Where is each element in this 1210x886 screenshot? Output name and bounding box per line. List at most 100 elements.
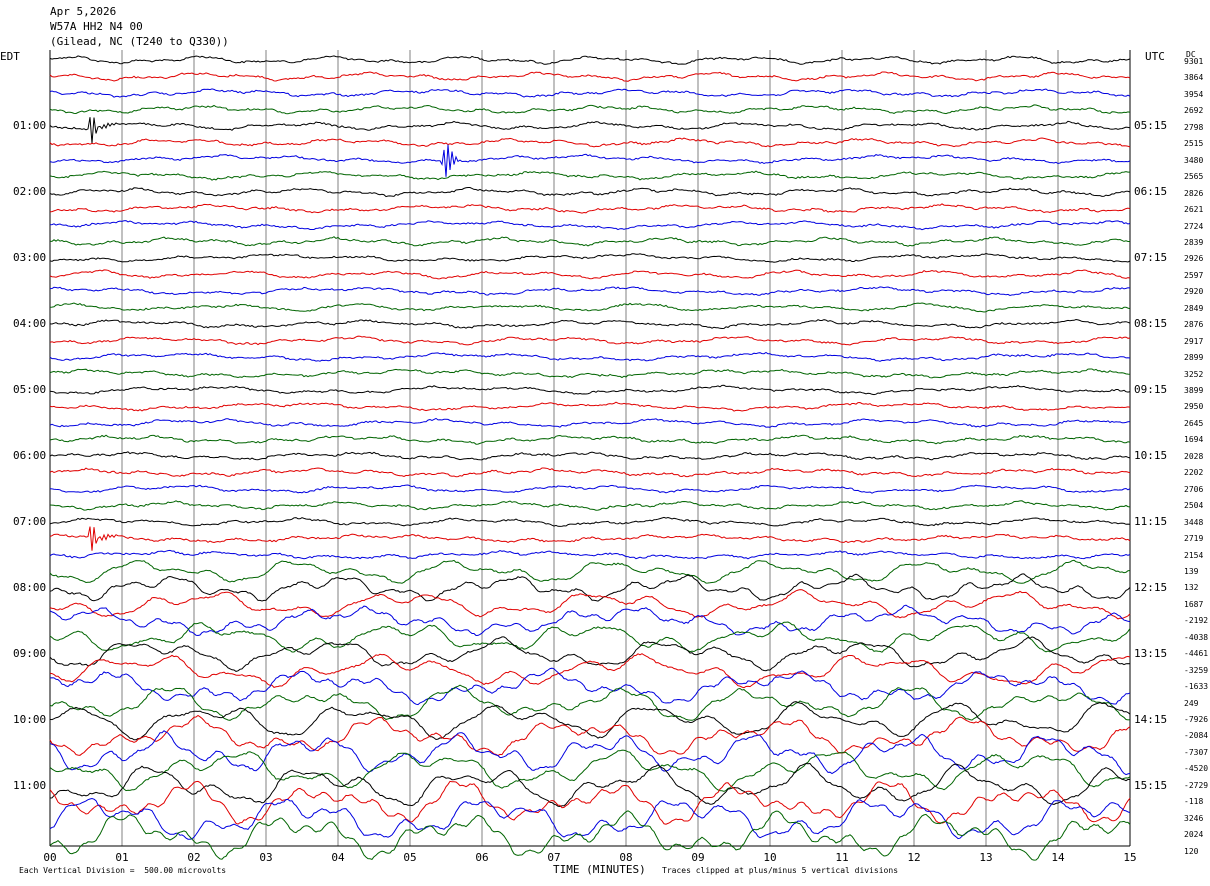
trace-line [49,714,1131,757]
dc-offset-value: 2028 [1184,451,1204,461]
right-hour-label: 08:15 [1134,317,1168,330]
trace-line [49,516,1131,527]
dc-offset-value: 2926 [1184,254,1204,264]
dc-offset-value: 3864 [1184,73,1204,83]
dc-offset-value: 132 [1184,583,1199,593]
dc-offset-value: 2920 [1184,287,1204,297]
dc-offset-value: -2729 [1184,780,1209,790]
dc-offset-value: 2849 [1184,303,1204,313]
trace-line [49,252,1131,263]
dc-label: DC [1186,50,1196,59]
dc-offset-value: -4461 [1184,649,1209,659]
dc-offset-value: 2645 [1184,418,1204,428]
left-hour-label: 11:00 [13,779,47,792]
x-tick-label: 12 [907,851,920,864]
trace-line [49,559,1131,584]
dc-offset-value: 2565 [1184,172,1204,182]
trace-line [49,351,1131,362]
trace-line [49,526,1131,551]
trace-line [49,88,1131,98]
left-hour-label: 04:00 [13,317,47,330]
dc-offset-value: -118 [1184,797,1204,807]
dc-offset-value: 3252 [1184,369,1204,379]
left-hour-label: 03:00 [13,251,47,264]
x-tick-label: 03 [259,851,272,864]
trace-line [49,269,1131,280]
dc-offset-value: 3448 [1184,517,1204,527]
trace-line [49,286,1131,297]
trace-line [49,368,1131,379]
left-hour-label: 01:00 [13,119,47,132]
right-hour-label: 09:15 [1134,383,1168,396]
dc-offset-value: -7307 [1184,747,1209,757]
x-tick-label: 02 [187,851,200,864]
left-hour-label: 05:00 [13,383,47,396]
dc-offset-value: 2597 [1184,270,1204,280]
left-hour-label: 09:00 [13,647,47,660]
header-station: W57A HH2 N4 00 [50,20,143,33]
x-tick-label: 04 [331,851,345,864]
dc-offset-value: 2202 [1184,468,1204,478]
x-tick-label: 05 [403,851,416,864]
dc-offset-value: -1633 [1184,682,1209,692]
dc-offset-value: 2719 [1184,534,1204,544]
dc-offset-value: 3954 [1184,89,1204,99]
dc-offset-value: 2724 [1184,221,1204,231]
x-tick-label: 07 [547,851,560,864]
dc-offset-value: 2024 [1184,830,1204,840]
trace-line [49,573,1131,602]
dc-offset-value: -4038 [1184,632,1209,642]
trace-line [49,604,1131,637]
x-tick-label: 11 [835,851,848,864]
trace-line [49,667,1131,706]
dc-offset-value: -2084 [1184,731,1209,741]
trace-line [49,653,1131,689]
right-hour-label: 07:15 [1134,251,1168,264]
trace-line [49,730,1131,776]
x-tick-label: 13 [979,851,992,864]
trace-line [49,797,1131,840]
x-tick-label: 15 [1123,851,1136,864]
trace-line [49,55,1131,65]
trace-line [49,810,1131,861]
trace-line [49,417,1131,428]
dc-offset-value: -2192 [1184,616,1209,626]
dc-offset-value: 2154 [1184,550,1204,560]
x-tick-label: 09 [691,851,704,864]
right-hour-label: 11:15 [1134,515,1168,528]
header-date: Apr 5,2026 [50,5,117,18]
scale-note: Each Vertical Division = 500.00 microvol… [19,866,227,875]
right-hour-label: 14:15 [1134,713,1168,726]
x-tick-label: 10 [763,851,776,864]
dc-offset-value: 9301 [1184,57,1204,66]
trace-line [49,187,1131,198]
right-timezone-label: UTC [1145,50,1165,63]
dc-offset-value: 2692 [1184,106,1204,116]
x-axis-label: TIME (MINUTES) [553,863,646,876]
trace-line [49,144,1131,177]
seismogram-traces [49,55,1131,861]
trace-line [49,236,1130,247]
right-hour-label: 10:15 [1134,449,1168,462]
dc-offset-value: 2876 [1184,320,1204,330]
trace-line [49,500,1131,511]
dc-offset-value: 2839 [1184,237,1204,247]
left-hour-label: 08:00 [13,581,47,594]
dc-offset-value: 2621 [1184,205,1204,215]
trace-line [49,467,1131,478]
trace-line [49,117,1131,144]
trace-line [49,636,1131,672]
dc-offset-value: 139 [1184,566,1199,576]
trace-line [49,701,1131,741]
header-location: (Gilead, NC (T240 to Q330)) [50,35,229,48]
dc-offset-value: 3246 [1184,813,1204,823]
trace-line [49,780,1131,825]
dc-offset-value: 2515 [1184,139,1204,149]
trace-line [49,170,1130,181]
x-tick-label: 06 [475,851,488,864]
clip-note: Traces clipped at plus/minus 5 vertical … [662,866,899,875]
trace-line [49,434,1131,445]
trace-line [49,589,1131,620]
dc-offset-value: 3899 [1184,386,1204,395]
trace-line [49,549,1131,560]
